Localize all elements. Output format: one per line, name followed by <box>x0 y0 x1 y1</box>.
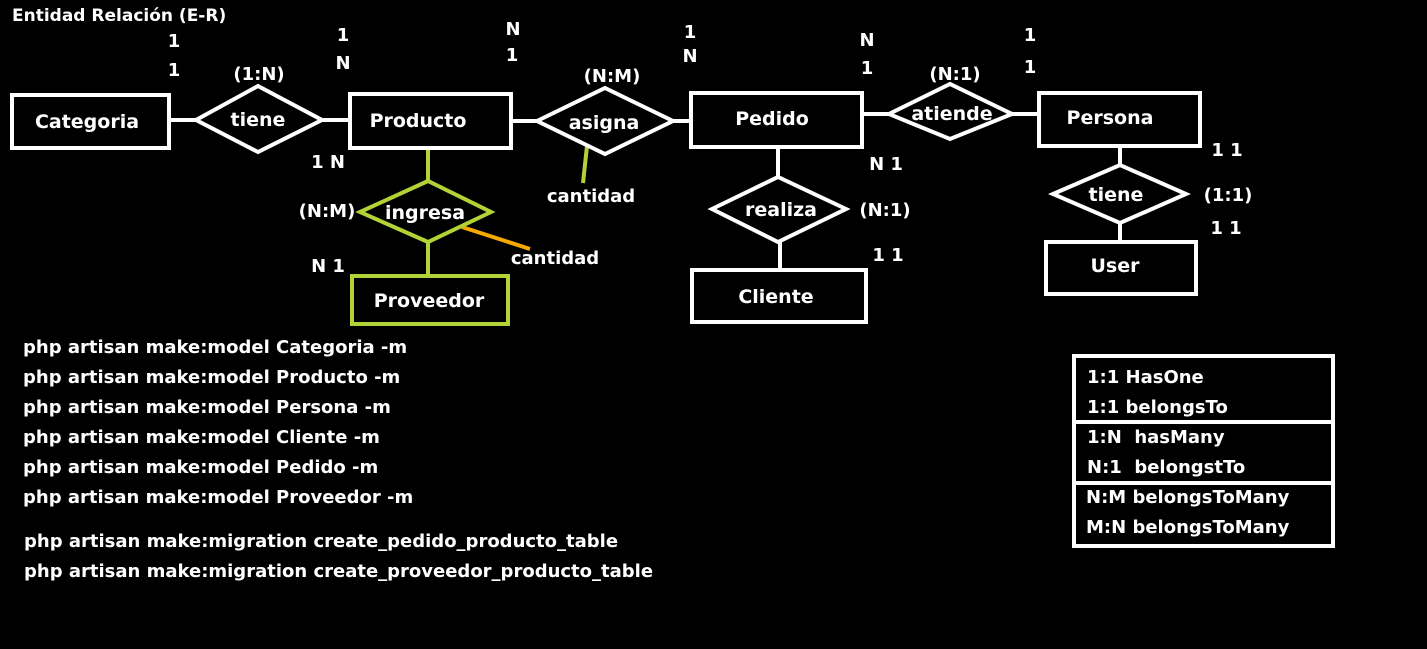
cardinality-persona-right: 1 1 <box>1211 140 1242 161</box>
cardinality-user: 1 1 <box>1210 218 1241 239</box>
entity-producto-label: Producto <box>370 110 467 132</box>
cardinality-pedido-top: 1 <box>684 22 697 43</box>
cardinality-asigna-left-top: N <box>505 19 520 40</box>
relation-atiende-diamond <box>884 81 1017 142</box>
entity-categoria-box <box>10 93 171 150</box>
cardinality-categoria-top: 1 <box>168 31 181 52</box>
entity-user-box <box>1044 240 1198 296</box>
cardinality-proveedor: N 1 <box>311 256 345 277</box>
line-ingresa-cantidad <box>461 225 531 251</box>
relation-asigna-label: asigna <box>569 112 640 134</box>
cardinality-atiende-left-bottom: 1 <box>861 58 874 79</box>
relation-tiene-diamond <box>191 83 327 155</box>
cardinality-persona-bottom: 1 <box>1024 57 1037 78</box>
legend-item: N:M belongsToMany <box>1086 487 1290 508</box>
diagram-title: Entidad Relación (E-R) <box>12 6 226 26</box>
relation-tiene2-diamond <box>1047 162 1191 226</box>
command-line: php artisan make:model Cliente -m <box>23 427 380 448</box>
relation-ingresa-label: ingresa <box>385 202 465 224</box>
entity-proveedor-box <box>350 274 510 326</box>
cardinality-producto-bottom: N <box>335 53 350 74</box>
command-line: php artisan make:model Proveedor -m <box>23 487 414 508</box>
legend-item: 1:1 HasOne <box>1087 367 1204 388</box>
entity-cliente-box <box>690 268 868 324</box>
cardinality-atiende-left-top: N <box>859 30 874 51</box>
legend-item: N:1 belongstTo <box>1087 457 1246 478</box>
relation-asigna-diamond <box>532 85 678 157</box>
reltype-tiene: (1:N) <box>233 64 284 85</box>
entity-categoria-label: Categoria <box>35 111 139 133</box>
command-line: php artisan make:model Producto -m <box>23 367 401 388</box>
reltype-ingresa: (N:M) <box>299 201 356 222</box>
migration-line: php artisan make:migration create_pedido… <box>24 531 619 552</box>
entity-cliente-label: Cliente <box>738 286 813 308</box>
entity-proveedor-label: Proveedor <box>374 290 485 312</box>
reltype-atiende: (N:1) <box>929 64 980 85</box>
relation-realiza-label: realiza <box>745 199 817 221</box>
entity-persona-box <box>1037 91 1202 148</box>
command-line: php artisan make:model Pedido -m <box>23 457 379 478</box>
attribute-asigna-cantidad: cantidad <box>547 186 635 207</box>
legend-item: 1:1 belongsTo <box>1087 397 1228 418</box>
reltype-tiene2: (1:1) <box>1204 185 1253 206</box>
cardinality-cliente: 1 1 <box>872 245 903 266</box>
legend-item: 1:N hasMany <box>1087 427 1225 448</box>
relation-realiza-diamond <box>707 174 851 245</box>
relation-tiene-label: tiene <box>231 109 286 131</box>
migration-line: php artisan make:migration create_provee… <box>24 561 654 582</box>
entity-producto-box <box>348 92 513 150</box>
relation-atiende-label: atiende <box>911 103 992 125</box>
entity-user-label: User <box>1091 255 1141 277</box>
reltype-asigna: (N:M) <box>584 66 641 87</box>
cardinality-pedido-bottom: N <box>682 46 697 67</box>
command-line: php artisan make:model Persona -m <box>23 397 391 418</box>
relation-tiene2-label: tiene <box>1089 184 1144 206</box>
entity-persona-label: Persona <box>1067 107 1154 129</box>
cardinality-persona-top: 1 <box>1024 25 1037 46</box>
entity-pedido-label: Pedido <box>735 108 809 130</box>
entity-pedido-box <box>689 91 864 149</box>
relation-ingresa-diamond <box>355 178 496 245</box>
cardinality-categoria-bottom: 1 <box>168 60 181 81</box>
reltype-realiza: (N:1) <box>859 200 910 221</box>
line-asigna-cantidad <box>581 145 589 184</box>
cardinality-asigna-left-bottom: 1 <box>506 45 519 66</box>
cardinality-producto-below: 1 N <box>311 152 345 173</box>
cardinality-producto-top: 1 <box>337 25 350 46</box>
legend-box <box>1072 354 1335 548</box>
attribute-ingresa-cantidad: cantidad <box>511 248 599 269</box>
command-line: php artisan make:model Categoria -m <box>23 337 408 358</box>
legend-item: M:N belongsToMany <box>1086 517 1290 538</box>
cardinality-pedido-right: N 1 <box>869 154 903 175</box>
